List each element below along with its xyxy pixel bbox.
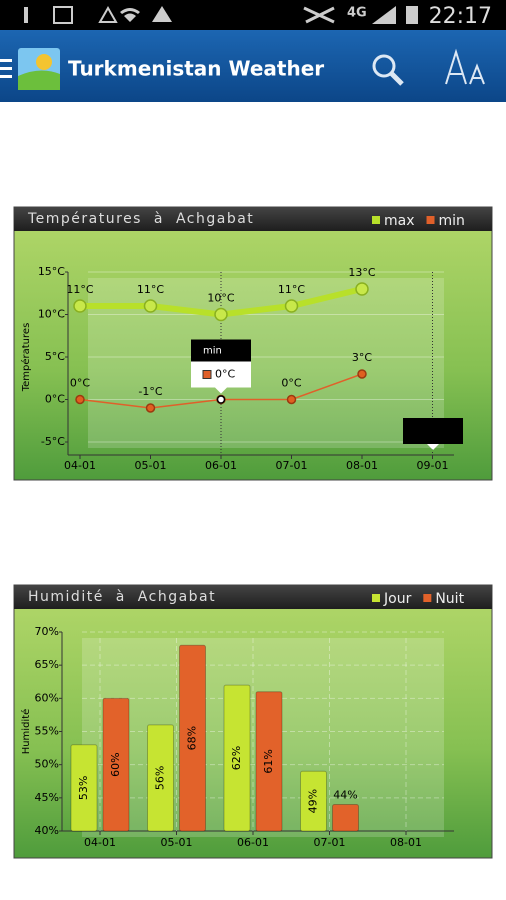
data-point	[214, 307, 228, 322]
clock: 22:17	[429, 4, 492, 29]
legend-label: Nuit	[435, 591, 464, 607]
y-axis-label: Températures	[20, 323, 32, 393]
app-bar	[0, 30, 506, 102]
status-bar	[0, 0, 506, 30]
bar	[255, 691, 283, 832]
y-tick-label: 50%	[35, 758, 59, 771]
x-tick-label: 07-01	[276, 459, 308, 472]
search-button[interactable]	[372, 54, 404, 86]
data-label: -1°C	[138, 385, 162, 398]
data-label: 68%	[186, 726, 199, 750]
bar	[147, 724, 174, 832]
data-label: 10°C	[207, 292, 234, 305]
x-tick-label: 04-01	[64, 459, 96, 472]
legend-label: max	[384, 213, 415, 229]
chart-title: Humidité à Achgabat	[28, 589, 216, 605]
x-tick-label: 07-01	[314, 836, 346, 849]
title-bar	[14, 207, 492, 231]
status-icons	[24, 5, 418, 24]
data-label: 60%	[109, 752, 122, 776]
chart-title: Températures à Achgabat	[27, 211, 254, 227]
y-tick-label: 0°C	[45, 393, 65, 406]
tooltip-pointer	[215, 387, 227, 394]
legend-swatch	[372, 594, 380, 602]
y-tick-label: 5°C	[45, 350, 65, 363]
app-title: Turkmenistan Weather	[68, 57, 324, 81]
data-label: 3°C	[352, 351, 372, 364]
tooltip-body	[191, 361, 251, 388]
data-point	[355, 282, 369, 296]
selected-point	[216, 395, 226, 404]
y-tick-label: 70%	[35, 625, 59, 638]
data-point	[357, 369, 367, 379]
x-tick-label: 04-01	[84, 836, 116, 849]
data-label: 56%	[154, 766, 167, 790]
network-type: 4G	[347, 6, 367, 21]
x-tick-label: 06-01	[205, 459, 237, 472]
y-tick-label: 40%	[35, 824, 59, 837]
data-label: 62%	[230, 746, 243, 770]
bar	[102, 697, 130, 832]
y-axis-label: Humidité	[20, 709, 32, 755]
data-point	[73, 299, 87, 313]
bar	[179, 644, 206, 832]
data-label: 0°C	[70, 377, 90, 390]
tooltip-header	[191, 339, 251, 362]
bar	[223, 684, 251, 832]
y-tick-label: -5°C	[41, 435, 65, 448]
data-point	[145, 403, 156, 413]
menu-button[interactable]	[0, 59, 12, 78]
bar	[300, 770, 327, 832]
y-tick-label: 65%	[35, 658, 59, 671]
data-label: 13°C	[348, 266, 375, 279]
tooltip-swatch	[202, 370, 212, 379]
x-tick-label: 05-01	[161, 836, 193, 849]
x-tick-label: 06-01	[237, 836, 269, 849]
data-point	[143, 299, 158, 313]
y-tick-label: 10°C	[38, 308, 65, 321]
y-tick-label: 55%	[35, 725, 59, 738]
data-point	[286, 394, 297, 405]
y-tick-label: 60%	[35, 691, 59, 704]
legend-label: min	[439, 213, 465, 229]
x-tick-label: 08-01	[346, 459, 378, 472]
data-point	[284, 299, 299, 313]
legend-swatch	[423, 594, 432, 602]
data-label: 11°C	[137, 283, 164, 296]
title-bar	[14, 585, 492, 609]
data-label: 61%	[262, 749, 275, 773]
tooltip: min 0°C	[191, 339, 251, 394]
x-tick-label: 05-01	[135, 459, 167, 472]
x-tick-label: 08-01	[390, 836, 422, 849]
y-tick-label: 15°C	[38, 265, 65, 278]
tooltip-value: 0°C	[215, 368, 235, 381]
data-point	[75, 394, 85, 405]
data-label: 44%	[333, 788, 357, 801]
legend-swatch	[372, 216, 380, 224]
app-icon	[18, 48, 60, 90]
x-tick-label: 09-01	[417, 459, 449, 472]
data-label: 11°C	[66, 283, 93, 296]
legend-label: Jour	[383, 591, 412, 607]
data-label: 11°C	[278, 283, 305, 296]
data-label: 49%	[307, 789, 320, 813]
font-size-button[interactable]	[445, 48, 485, 85]
y-tick-label: 45%	[35, 791, 59, 804]
data-label: 53%	[77, 776, 90, 800]
bar	[332, 803, 359, 832]
legend-swatch	[426, 216, 435, 224]
bar	[70, 744, 98, 832]
data-label: 0°C	[281, 377, 301, 390]
empty-tooltip	[403, 418, 463, 450]
tooltip-title: min	[203, 346, 222, 357]
